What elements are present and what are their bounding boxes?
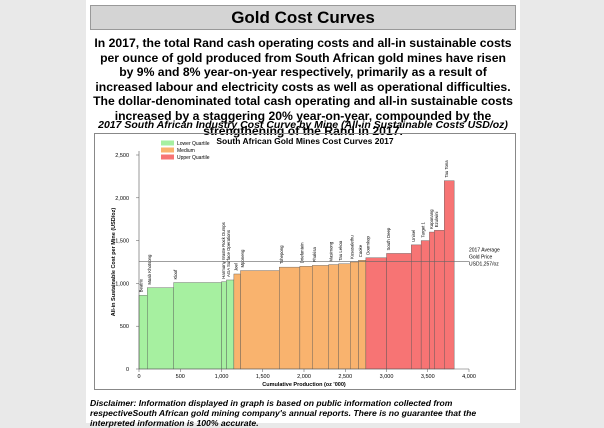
bar-label: Tau Lekoa <box>338 240 343 260</box>
bar <box>299 266 313 370</box>
header-title: Gold Cost Curves <box>90 5 516 30</box>
bar-label: Cooke <box>358 244 363 257</box>
bar <box>328 264 339 370</box>
bar-label: Moab Khotsong <box>147 254 152 285</box>
chart-box: South African Gold Mines Cost Curves 201… <box>94 133 516 390</box>
bar <box>358 260 367 370</box>
legend-label: Medium <box>177 148 195 154</box>
bar-label: Ezulwini <box>434 212 439 228</box>
legend-label: Upper Quartile <box>177 155 210 161</box>
x-tick-label: 1,500 <box>256 374 270 380</box>
bar <box>226 279 235 370</box>
x-tick-label: 500 <box>176 374 185 380</box>
slide: Gold Cost Curves In 2017, the total Rand… <box>86 0 520 428</box>
bar-label: Masimong <box>328 241 333 261</box>
y-tick-label: 0 <box>126 367 129 373</box>
x-tick-label: 2,500 <box>338 374 352 380</box>
reference-label: USD1,257/oz <box>469 261 499 267</box>
bar-label: Kusasalethu <box>350 235 355 259</box>
legend-label: Lower Quartile <box>177 141 210 147</box>
bar <box>411 244 422 370</box>
bar-label: Beatrix <box>139 278 144 292</box>
x-tick-label: 3,000 <box>380 374 394 380</box>
chart-title: 2017 South African Industry Cost Curve b… <box>98 119 508 131</box>
reference-label: Gold Price <box>469 254 493 260</box>
bar-label: Target 1 <box>421 221 426 237</box>
bar <box>279 266 301 370</box>
bar <box>233 273 241 370</box>
legend-swatch <box>161 154 174 160</box>
bar-label: Mponeng <box>240 249 245 268</box>
y-tick-label: 2,500 <box>115 153 129 159</box>
bar <box>349 261 359 370</box>
bar <box>221 281 227 370</box>
bar-label: Phakisa <box>312 247 317 263</box>
disclaimer: Disclaimer: Information displayed in gra… <box>90 398 477 428</box>
x-tick-label: 0 <box>137 374 140 380</box>
bar <box>444 180 455 370</box>
x-tick-label: 4,000 <box>462 374 476 380</box>
summary: In 2017, the total Rand cash operating c… <box>93 36 513 138</box>
reference-label: 2017 Average <box>469 247 500 253</box>
bar-label: South Deep <box>386 227 391 250</box>
bar <box>173 282 222 370</box>
bar-label: Harmony Waste Rock Dumps <box>221 222 226 278</box>
bar-label: Tshepong <box>279 245 284 264</box>
bar <box>147 287 174 370</box>
bar <box>429 231 435 370</box>
y-axis-label: All-in Sustainable Cost per Mine (USD/oz… <box>111 208 117 317</box>
x-tick-label: 2,000 <box>297 374 311 380</box>
y-tick-label: 500 <box>120 324 129 330</box>
bar-label: Kloof <box>173 269 178 280</box>
bar <box>338 263 351 370</box>
y-tick-label: 1,500 <box>115 239 129 245</box>
y-tick-label: 2,000 <box>115 196 129 202</box>
chart: South African Gold Mines Cost Curves 201… <box>111 136 500 388</box>
chart-subtitle: South African Gold Mines Cost Curves 201… <box>216 136 394 146</box>
bar <box>312 265 329 370</box>
bar-label: Doornkop <box>365 235 370 254</box>
bar <box>240 270 280 370</box>
bar <box>434 230 445 370</box>
bar-label: AGA Surface Operations <box>226 230 231 277</box>
bar-label: Joel <box>233 263 238 271</box>
bar <box>386 253 412 370</box>
bar-label: Driefontein <box>299 242 304 263</box>
bar-label: Kopanang <box>429 209 434 229</box>
x-axis-label: Cumulative Production (oz '000) <box>262 382 346 388</box>
x-tick-label: 1,000 <box>215 374 229 380</box>
y-tick-label: 1,000 <box>115 281 129 287</box>
legend-swatch <box>161 140 174 146</box>
x-tick-label: 3,500 <box>421 374 435 380</box>
bar-label: Unisel <box>411 230 416 242</box>
legend-swatch <box>161 147 174 153</box>
bar <box>420 240 430 370</box>
bar <box>365 257 387 370</box>
bar <box>138 295 148 370</box>
bar-label: Tau Tona <box>444 160 449 178</box>
